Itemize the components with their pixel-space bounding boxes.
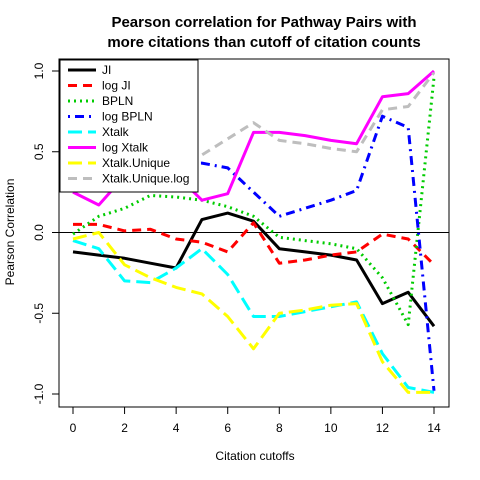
legend-label: log BPLN	[102, 110, 153, 124]
legend-label: Xtalk	[102, 125, 130, 139]
x-tick-label: 10	[324, 421, 338, 435]
chart-title-line-1: Pearson correlation for Pathway Pairs wi…	[111, 14, 416, 31]
legend-label: JI	[102, 63, 111, 77]
y-tick-label: -0.5	[32, 303, 46, 324]
y-tick-label: 0.0	[32, 224, 46, 241]
x-tick-label: 12	[376, 421, 390, 435]
series-line-xtalk	[72, 239, 435, 394]
legend-label: BPLN	[102, 94, 133, 108]
legend-label: Xtalk.Unique	[102, 156, 170, 170]
legend-label: Xtalk.Unique.log	[102, 172, 189, 186]
y-tick-label: -1.0	[32, 383, 46, 404]
y-tick-label: 0.5	[32, 143, 46, 160]
x-axis: 0 2 4 6 8 10 12 14	[70, 407, 441, 435]
x-axis-label: Citation cutoffs	[215, 449, 294, 463]
legend-label: log Xtalk	[102, 141, 149, 155]
series-line-bpln	[72, 77, 436, 327]
series-line-log-ji	[73, 221, 436, 266]
series-line-xtalk-unique	[72, 231, 434, 394]
series-line-log-bpln	[72, 114, 436, 391]
y-axis-label: Pearson Correlation	[3, 179, 17, 286]
x-tick-label: 8	[276, 421, 283, 435]
x-tick-label: 14	[427, 421, 441, 435]
y-tick-label: 1.0	[32, 62, 46, 79]
legend-box	[59, 59, 199, 193]
series-line-ji	[72, 211, 436, 328]
chart-title-line-2: more citations than cutoff of citation c…	[107, 34, 420, 51]
x-tick-label: 0	[70, 421, 77, 435]
legend-label: log JI	[102, 79, 131, 93]
y-axis: -1.0 -0.5 0.0 0.5 1.0	[32, 62, 59, 404]
x-tick-label: 6	[224, 421, 231, 435]
x-tick-label: 4	[173, 421, 180, 435]
x-tick-label: 2	[121, 421, 128, 435]
